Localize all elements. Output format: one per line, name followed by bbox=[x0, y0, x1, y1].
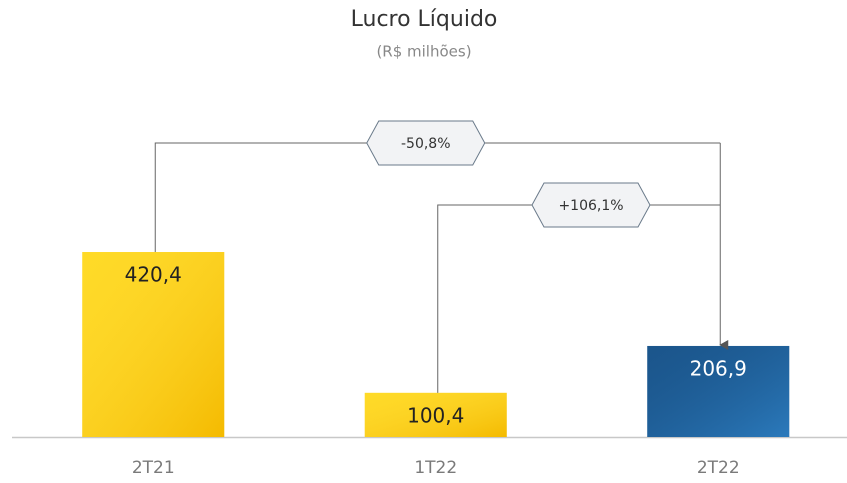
x-tick-label: 2T22 bbox=[697, 458, 740, 478]
connector bbox=[154, 142, 721, 253]
annotation: +106,1% bbox=[558, 198, 623, 214]
value-label: 206,9 bbox=[690, 356, 747, 380]
chart-subtitle: (R$ milhões) bbox=[376, 43, 471, 61]
x-tick-label: 1T22 bbox=[414, 458, 457, 478]
chart-title: Lucro Líquido bbox=[351, 7, 498, 32]
bar-shade bbox=[647, 345, 790, 437]
value-label: 100,4 bbox=[407, 403, 464, 427]
annotation: -50,8% bbox=[401, 136, 451, 152]
bar-shade bbox=[82, 252, 225, 437]
x-tick-label: 2T21 bbox=[132, 458, 175, 478]
annotation-box bbox=[366, 120, 486, 166]
annotation-box bbox=[531, 182, 651, 228]
value-label: 420,4 bbox=[125, 263, 182, 287]
bar-shade bbox=[364, 392, 507, 437]
